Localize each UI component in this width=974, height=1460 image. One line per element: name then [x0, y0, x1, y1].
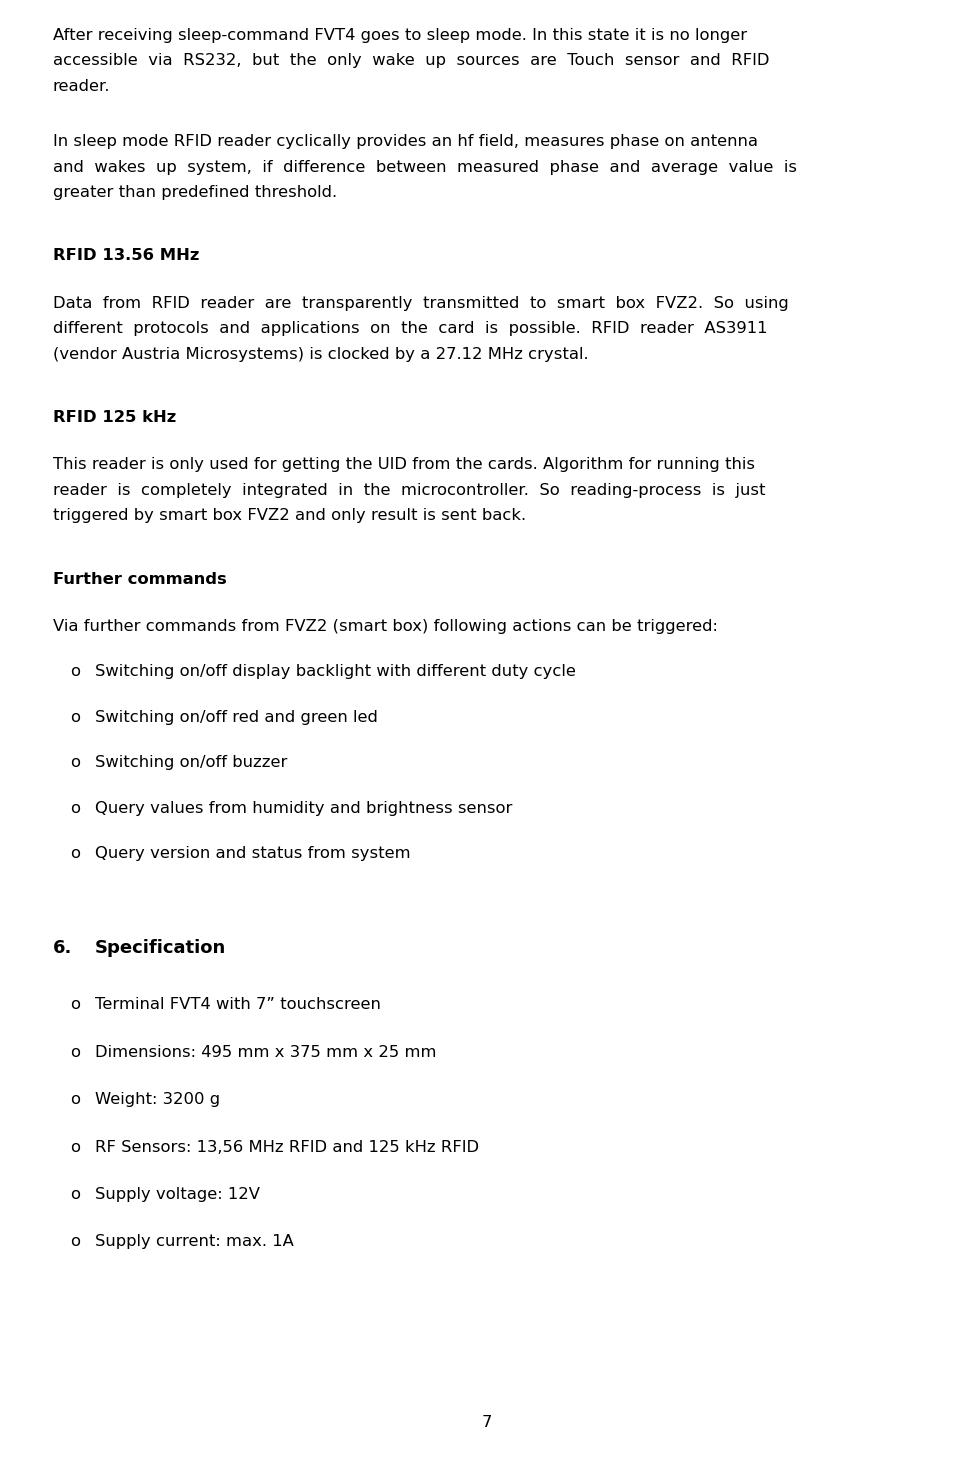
Text: Data  from  RFID  reader  are  transparently  transmitted  to  smart  box  FVZ2.: Data from RFID reader are transparently … [53, 296, 789, 311]
Text: Terminal FVT4 with 7” touchscreen: Terminal FVT4 with 7” touchscreen [95, 997, 381, 1012]
Text: o: o [70, 800, 80, 816]
Text: Switching on/off buzzer: Switching on/off buzzer [95, 755, 287, 771]
Text: o: o [70, 1092, 80, 1107]
Text: o: o [70, 845, 80, 861]
Text: 6.: 6. [53, 939, 72, 958]
Text: reader.: reader. [53, 79, 110, 93]
Text: After receiving sleep-command FVT4 goes to sleep mode. In this state it is no lo: After receiving sleep-command FVT4 goes … [53, 28, 747, 42]
Text: RFID 125 kHz: RFID 125 kHz [53, 410, 176, 425]
Text: o: o [70, 664, 80, 679]
Text: (vendor Austria Microsystems) is clocked by a 27.12 MHz crystal.: (vendor Austria Microsystems) is clocked… [53, 346, 588, 362]
Text: o: o [70, 1187, 80, 1202]
Text: This reader is only used for getting the UID from the cards. Algorithm for runni: This reader is only used for getting the… [53, 457, 755, 473]
Text: o: o [70, 997, 80, 1012]
Text: o: o [70, 710, 80, 724]
Text: Query values from humidity and brightness sensor: Query values from humidity and brightnes… [95, 800, 512, 816]
Text: and  wakes  up  system,  if  difference  between  measured  phase  and  average : and wakes up system, if difference betwe… [53, 159, 797, 175]
Text: different  protocols  and  applications  on  the  card  is  possible.  RFID  rea: different protocols and applications on … [53, 321, 768, 336]
Text: greater than predefined threshold.: greater than predefined threshold. [53, 185, 337, 200]
Text: In sleep mode RFID reader cyclically provides an hf field, measures phase on ant: In sleep mode RFID reader cyclically pro… [53, 134, 758, 149]
Text: o: o [70, 755, 80, 771]
Text: Query version and status from system: Query version and status from system [95, 845, 411, 861]
Text: Switching on/off display backlight with different duty cycle: Switching on/off display backlight with … [95, 664, 576, 679]
Text: Further commands: Further commands [53, 572, 227, 587]
Text: reader  is  completely  integrated  in  the  microcontroller.  So  reading-proce: reader is completely integrated in the m… [53, 483, 766, 498]
Text: Dimensions: 495 mm x 375 mm x 25 mm: Dimensions: 495 mm x 375 mm x 25 mm [95, 1045, 436, 1060]
Text: Supply current: max. 1A: Supply current: max. 1A [95, 1235, 294, 1250]
Text: RF Sensors: 13,56 MHz RFID and 125 kHz RFID: RF Sensors: 13,56 MHz RFID and 125 kHz R… [95, 1140, 479, 1155]
Text: Switching on/off red and green led: Switching on/off red and green led [95, 710, 378, 724]
Text: Supply voltage: 12V: Supply voltage: 12V [95, 1187, 260, 1202]
Text: Via further commands from FVZ2 (smart box) following actions can be triggered:: Via further commands from FVZ2 (smart bo… [53, 619, 718, 634]
Text: o: o [70, 1140, 80, 1155]
Text: RFID 13.56 MHz: RFID 13.56 MHz [53, 248, 200, 263]
Text: o: o [70, 1045, 80, 1060]
Text: accessible  via  RS232,  but  the  only  wake  up  sources  are  Touch  sensor  : accessible via RS232, but the only wake … [53, 54, 769, 69]
Text: 7: 7 [482, 1415, 492, 1429]
Text: Specification: Specification [95, 939, 226, 958]
Text: triggered by smart box FVZ2 and only result is sent back.: triggered by smart box FVZ2 and only res… [53, 508, 526, 523]
Text: o: o [70, 1235, 80, 1250]
Text: Weight: 3200 g: Weight: 3200 g [95, 1092, 220, 1107]
